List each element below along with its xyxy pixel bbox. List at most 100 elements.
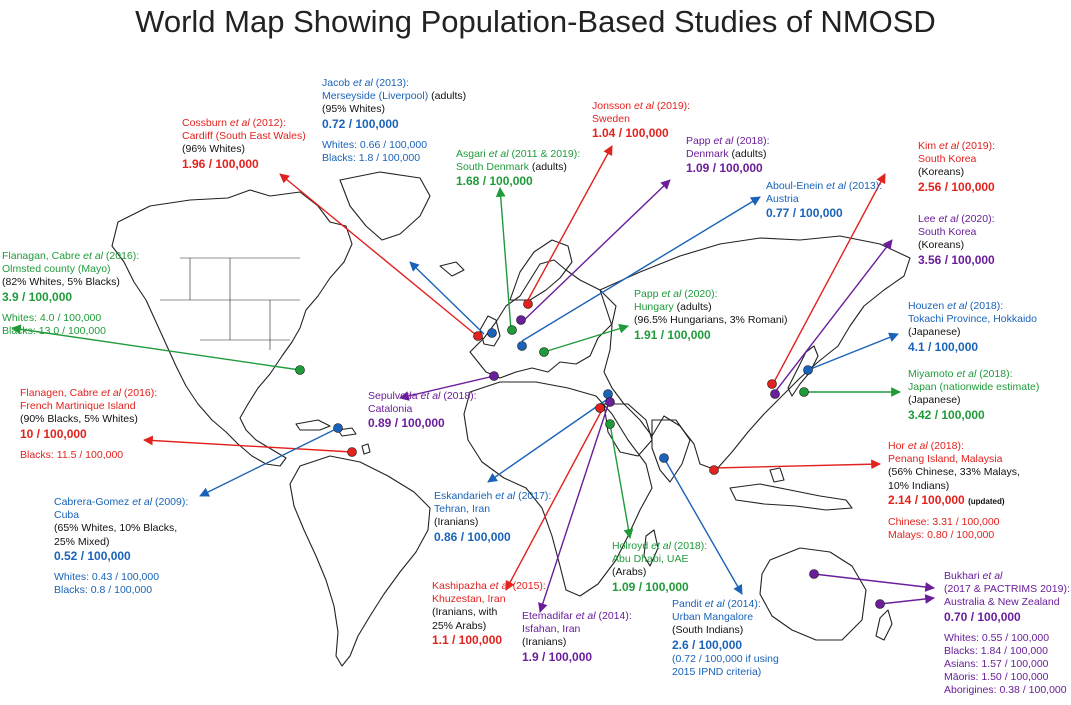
iceland-outline xyxy=(439,261,465,277)
study-inline-note: (adults) xyxy=(431,90,467,103)
study-author-line: Papp et al (2018): xyxy=(686,135,770,148)
dot-cossburn xyxy=(473,331,483,341)
study-location: Cardiff (South East Wales) xyxy=(182,130,306,143)
land-outlines xyxy=(111,171,911,667)
study-population-note: (82% Whites, 5% Blacks) xyxy=(2,276,120,289)
study-subgroup-rate: Chinese: 3.31 / 100,000 xyxy=(888,515,1000,528)
study-subgroup-rate: Whites: 0.43 / 100,000 xyxy=(54,570,160,583)
arrow-holroyd xyxy=(609,423,634,539)
study-author-line: Pandit et al (2014): xyxy=(672,598,779,611)
study-author-line: Flanagen, Cabre et al (2016): xyxy=(20,387,157,400)
card-abouleneim: Aboul-Enein et al (2013): Austria 0.77 / 1… xyxy=(766,180,882,221)
arrow-bukhari-nz xyxy=(879,594,935,605)
spacer xyxy=(322,132,466,139)
spacer xyxy=(888,509,1020,516)
dot-jacob xyxy=(487,328,497,338)
study-author-line: Jonsson et al (2019): xyxy=(592,100,690,113)
arrow-etemadifar xyxy=(538,401,610,613)
study-location: Urban Mangalore xyxy=(672,611,779,624)
study-location-text: South Korea xyxy=(918,226,977,239)
arrow-sepulveda xyxy=(399,375,495,401)
study-year: (2020): xyxy=(684,288,718,300)
scandinavia-outline xyxy=(509,239,573,301)
card-sepulveda: Sepulveda et al (2018): Catalonia 0.89 / 1… xyxy=(368,390,477,431)
study-location-text: Australia & New Zealand xyxy=(944,596,1060,609)
study-author: Flanagen, Cabre xyxy=(20,387,99,399)
et-al-label: et al xyxy=(132,496,153,508)
arrow-kim xyxy=(772,173,886,385)
study-author-line: Bukhari et al xyxy=(944,570,1070,583)
study-rate-value: 2.14 / 100,000 xyxy=(888,492,965,507)
study-location-text: Japan (nationwide estimate) xyxy=(908,381,1040,394)
study-year: (2014): xyxy=(598,610,632,622)
arrow-papp2020 xyxy=(543,323,629,353)
study-year: (2015): xyxy=(512,580,546,592)
study-subgroup-rate: Whites: 0.55 / 100,000 xyxy=(944,631,1050,644)
study-location: Tokachi Province, Hokkaido xyxy=(908,313,1037,326)
study-inline-note: (adults) xyxy=(531,161,567,174)
study-author-line: Papp et al (2020): xyxy=(634,288,788,301)
study-rate: 1.91 / 100,000 xyxy=(634,328,788,343)
study-subgroup-rate: Blacks: 13.0 / 100,000 xyxy=(2,324,106,337)
study-location-text: Sweden xyxy=(592,113,630,126)
arrow-jacob xyxy=(409,261,485,335)
study-subgroup-rate: Blacks: 11.5 / 100,000 xyxy=(20,448,124,461)
card-flanagen-martinique: Flanagen, Cabre et al (2016): French Mart… xyxy=(20,387,157,462)
study-author: Pandit xyxy=(672,598,702,610)
et-al-label: et al xyxy=(947,300,967,312)
arrow-flanagen-martinique xyxy=(143,435,353,453)
africa-outline xyxy=(463,381,653,597)
dot-bukhari-nz xyxy=(875,599,885,609)
study-rate-value: 1.09 / 100,000 xyxy=(612,579,689,594)
study-location-text: Merseyside (Liverpool) xyxy=(322,90,429,103)
card-holroyd: Holroyd et al (2018): Abu Dhabi, UAE (Arab… xyxy=(612,540,707,595)
caribbean-islands xyxy=(295,419,371,455)
india-outline xyxy=(651,419,691,483)
et-al-label: et al xyxy=(713,135,734,147)
study-population-note: (Japanese) xyxy=(908,394,961,407)
et-al-label: et al xyxy=(229,117,250,129)
study-author: Etemadifar xyxy=(522,610,573,622)
card-asgari: Asgari et al (2011 & 2019): South Denmark… xyxy=(456,148,580,189)
study-author: Kashipazha xyxy=(432,580,487,592)
madagascar-outline xyxy=(643,529,659,567)
study-location-text: Penang Island, Malaysia xyxy=(888,453,1003,466)
study-year: (2017): xyxy=(518,490,552,502)
study-rate-value: 0.86 / 100,000 xyxy=(434,529,511,544)
study-location-text: French Martinique Island xyxy=(20,400,136,413)
dot-abouleneim xyxy=(517,341,527,351)
study-author-line: Kim et al (2019): xyxy=(918,140,995,153)
card-cossburn: Cossburn et al (2012): Cardiff (South Eas… xyxy=(182,117,306,172)
study-author-line: Sepulveda et al (2018): xyxy=(368,390,477,403)
dot-asgari xyxy=(507,325,517,335)
study-population-note: (South Indians) xyxy=(672,624,744,637)
et-al-label: et al xyxy=(938,213,959,225)
study-location-text: Tokachi Province, Hokkaido xyxy=(908,313,1037,326)
new-zealand-outline xyxy=(875,609,893,641)
study-author-line: Jacob et al (2013): xyxy=(322,77,466,90)
et-al-label: et al xyxy=(352,77,373,89)
study-year: (2019): xyxy=(961,140,996,152)
study-subgroup-rate: (0.72 / 100,000 if using xyxy=(672,652,779,665)
study-location-text: Tehran, Iran xyxy=(434,503,491,516)
study-rate: 3.42 / 100,000 xyxy=(908,408,1039,423)
study-population-note: (65% Whites, 10% Blacks, xyxy=(54,522,178,535)
spacer xyxy=(54,564,188,571)
et-al-label: et al xyxy=(634,100,654,112)
arrow-papp2018 xyxy=(519,179,671,325)
study-rate: 1.68 / 100,000 xyxy=(456,174,580,189)
study-author-line: Hor et al (2018): xyxy=(888,440,1020,453)
study-rate-value: 0.72 / 100,000 xyxy=(322,116,399,131)
study-subgroup-rate: 2015 IPND criteria) xyxy=(672,665,762,678)
study-location-text: Khuzestan, Iran xyxy=(432,593,506,606)
study-rate: 1.09 / 100,000 xyxy=(612,580,707,595)
study-year: (2013): xyxy=(375,77,410,89)
study-rate: 3.9 / 100,000 xyxy=(2,290,139,305)
arrow-hor xyxy=(713,459,881,470)
study-rate-value: 0.70 / 100,000 xyxy=(944,609,1021,624)
study-rate: 0.89 / 100,000 xyxy=(368,416,477,431)
study-location: South Denmark (adults) xyxy=(456,161,580,174)
study-rate-value: 10 / 100,000 xyxy=(20,426,87,441)
et-al-label: et al xyxy=(826,180,846,192)
